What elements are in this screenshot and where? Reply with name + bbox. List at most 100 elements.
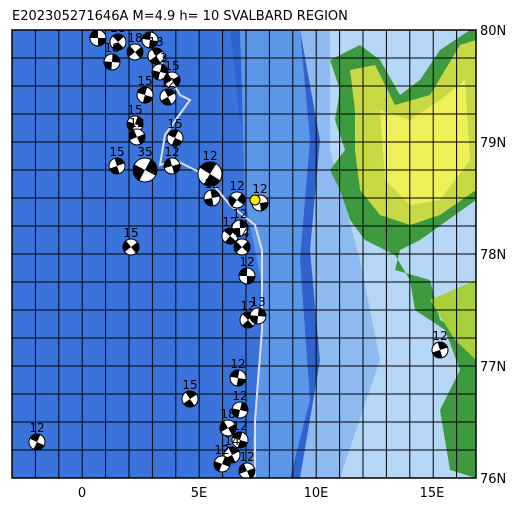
depth-label: 13	[250, 295, 265, 309]
depth-label: 12	[240, 299, 255, 313]
x-axis-label: 10E	[304, 486, 329, 501]
depth-label: 12	[160, 76, 175, 90]
depth-label: 12	[232, 419, 247, 433]
beachball-quadrant	[127, 45, 143, 59]
beachball	[151, 63, 169, 81]
beachball-quadrant	[228, 193, 246, 207]
x-axis-label: 15E	[420, 486, 445, 501]
beachball	[231, 219, 249, 237]
beachball	[203, 189, 221, 207]
depth-label: 16	[142, 19, 157, 33]
y-axis-label: 79N	[480, 136, 506, 151]
beachball-quadrant	[230, 369, 246, 387]
beachball	[166, 129, 184, 147]
beachball	[231, 401, 249, 419]
beachball-quadrant	[233, 241, 251, 253]
beachball-quadrant	[432, 341, 448, 359]
depth-label: 15	[109, 145, 124, 159]
beachball	[132, 157, 158, 183]
depth-label: 12	[239, 450, 254, 464]
beachball	[431, 341, 449, 359]
depth-label: 12	[229, 179, 244, 193]
depth-label: 12	[230, 357, 245, 371]
beachball	[213, 455, 231, 473]
beachball	[231, 431, 249, 449]
beachball	[109, 33, 127, 51]
beachball-quadrant	[123, 240, 139, 254]
beachball-quadrant	[90, 30, 106, 46]
beachball	[126, 115, 144, 133]
beachball	[197, 161, 223, 187]
depth-label: 12	[29, 421, 44, 435]
beachball	[136, 86, 154, 104]
beachball	[249, 307, 267, 325]
depth-label: 15	[127, 103, 142, 117]
depth-label: 13	[148, 35, 163, 49]
beachball-quadrant	[133, 159, 157, 181]
beachball-quadrant	[183, 391, 197, 407]
beachball	[238, 462, 256, 478]
depth-label: 14	[224, 434, 239, 448]
depth-label: 18	[104, 41, 119, 55]
beachball-quadrant	[231, 402, 249, 418]
beachball	[28, 433, 46, 451]
x-axis-label: 0	[78, 486, 86, 501]
beachball-quadrant	[142, 32, 158, 48]
frame	[11, 29, 477, 479]
epicenter	[249, 194, 261, 206]
depth-label: 14	[234, 226, 249, 240]
beachball	[126, 43, 144, 61]
depth-label: 13	[152, 51, 167, 65]
depth-label: 12	[204, 177, 219, 191]
depth-label: 28	[110, 21, 125, 35]
beachball	[181, 390, 199, 408]
beachball	[229, 369, 247, 387]
beachball	[103, 53, 121, 71]
x-axis-label: 5E	[191, 486, 208, 501]
beachball	[163, 157, 181, 175]
depth-label: 12	[164, 145, 179, 159]
beachball	[141, 31, 159, 49]
beachball-quadrant	[103, 54, 121, 70]
beachball-quadrant	[164, 158, 180, 174]
depth-label: 12	[239, 255, 254, 269]
depth-label: 12	[202, 149, 217, 163]
depth-label: 15	[137, 74, 152, 88]
depth-label: 18	[127, 31, 142, 45]
beachball-quadrant	[128, 129, 146, 145]
beachball-quadrant	[109, 157, 125, 175]
beachball-quadrant	[204, 189, 220, 207]
depth-label: 12	[129, 116, 144, 130]
beachball-quadrant	[163, 73, 181, 87]
depth-label: 12	[232, 389, 247, 403]
beachball-quadrant	[137, 86, 153, 104]
beachball-quadrant	[160, 89, 176, 105]
beachball	[238, 267, 256, 285]
beachball-quadrant	[199, 161, 221, 187]
depth-label: 18	[220, 407, 235, 421]
beachball-quadrant	[249, 308, 267, 324]
depth-label: 15	[182, 378, 197, 392]
beachball	[228, 191, 246, 209]
depth-label: 12	[214, 443, 229, 457]
depth-label: 15	[164, 59, 179, 73]
beachball-quadrant	[127, 116, 143, 132]
beachball	[233, 238, 251, 256]
depth-label: 12	[252, 182, 267, 196]
beachball-quadrant	[239, 267, 255, 285]
depth-label: 35	[137, 145, 152, 159]
beachball-quadrant	[220, 421, 236, 435]
beachball	[147, 47, 165, 65]
beachball-quadrant	[232, 219, 248, 237]
beachball-quadrant	[149, 47, 163, 65]
depth-label: 12	[232, 207, 247, 221]
beachball-quadrant	[213, 456, 231, 472]
y-axis-label: 76N	[480, 472, 506, 487]
beachball	[159, 88, 177, 106]
beachball-quadrant	[239, 463, 255, 478]
depth-label: 12	[432, 329, 447, 343]
beachball	[108, 157, 126, 175]
beachball	[219, 419, 237, 437]
